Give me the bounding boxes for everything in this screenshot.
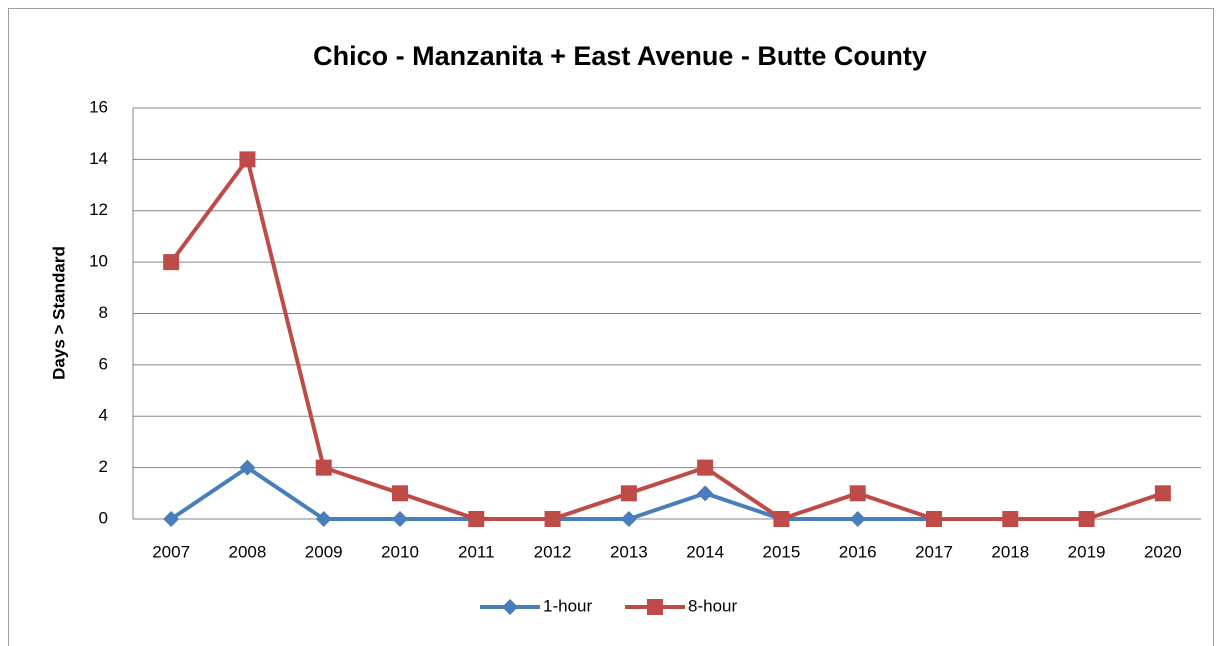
data-point bbox=[544, 511, 561, 527]
data-point bbox=[468, 511, 485, 527]
y-tick-label: 2 bbox=[99, 457, 108, 476]
x-tick-label: 2015 bbox=[763, 542, 801, 561]
x-tick-label: 2020 bbox=[1144, 542, 1182, 561]
y-tick-label: 12 bbox=[89, 200, 108, 219]
x-tick-label: 2013 bbox=[610, 542, 648, 561]
x-tick-label: 2019 bbox=[1068, 542, 1106, 561]
x-tick-label: 2012 bbox=[534, 542, 572, 561]
data-point bbox=[392, 485, 408, 502]
x-tick-label: 2007 bbox=[152, 542, 190, 561]
x-tick-label: 2010 bbox=[381, 542, 419, 561]
chart-frame bbox=[8, 8, 1214, 646]
data-point bbox=[392, 511, 408, 527]
data-point bbox=[163, 511, 180, 527]
y-tick-label: 10 bbox=[89, 252, 108, 271]
y-tick-label: 0 bbox=[99, 508, 108, 527]
x-tick-label: 2014 bbox=[686, 542, 724, 561]
y-tick-label: 6 bbox=[99, 354, 108, 373]
data-point bbox=[163, 254, 180, 271]
data-point bbox=[239, 459, 256, 476]
y-tick-label: 8 bbox=[99, 303, 108, 322]
x-tick-label: 2017 bbox=[915, 542, 953, 561]
legend-marker bbox=[647, 599, 663, 615]
chart-title: Chico - Manzanita + East Avenue - Butte … bbox=[313, 41, 927, 71]
x-tick-label: 2011 bbox=[458, 542, 495, 561]
y-tick-label: 14 bbox=[89, 149, 108, 168]
data-point bbox=[239, 151, 256, 168]
y-axis-label: Days > Standard bbox=[49, 246, 68, 380]
data-point bbox=[849, 511, 866, 527]
x-tick-label: 2009 bbox=[305, 542, 343, 561]
x-tick-label: 2016 bbox=[839, 542, 877, 561]
data-point bbox=[773, 511, 790, 527]
data-point bbox=[697, 459, 714, 476]
data-point bbox=[849, 485, 866, 502]
data-point bbox=[315, 459, 332, 476]
data-point bbox=[926, 511, 942, 527]
data-point bbox=[1002, 511, 1019, 527]
data-point bbox=[697, 485, 714, 502]
data-point bbox=[1154, 485, 1171, 502]
data-point bbox=[315, 511, 332, 527]
legend-label: 1-hour bbox=[543, 596, 592, 615]
x-tick-label: 2018 bbox=[991, 542, 1029, 561]
legend-label: 8-hour bbox=[688, 596, 737, 615]
data-point bbox=[620, 485, 637, 502]
y-tick-label: 4 bbox=[99, 406, 108, 425]
data-point bbox=[1078, 511, 1095, 527]
data-point bbox=[620, 511, 637, 527]
x-tick-label: 2008 bbox=[229, 542, 267, 561]
y-tick-label: 16 bbox=[89, 97, 108, 116]
legend-marker bbox=[502, 599, 518, 615]
series-line bbox=[169, 157, 1164, 521]
